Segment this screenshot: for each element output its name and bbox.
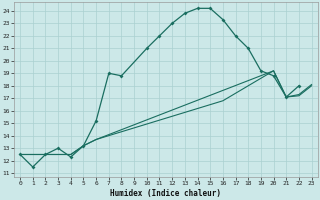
X-axis label: Humidex (Indice chaleur): Humidex (Indice chaleur) — [110, 189, 221, 198]
